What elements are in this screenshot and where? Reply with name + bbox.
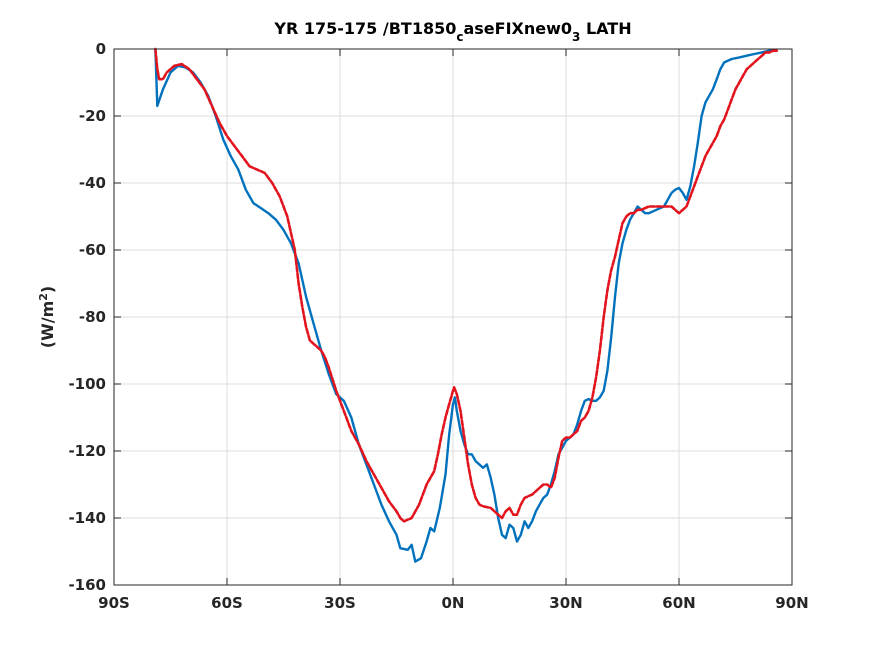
y-tick-label: -100: [68, 375, 106, 393]
y-tick-label: -140: [68, 509, 106, 527]
y-axis-label-base: (W/m: [38, 301, 57, 348]
chart-title: YR 175-175 /BT1850caseFIXnew03 LATH: [273, 19, 631, 44]
x-tick-label: 30N: [549, 594, 582, 612]
chart-title-part1: YR 175-175 /BT1850: [273, 19, 456, 38]
chart-title-subscript2: 3: [572, 30, 580, 44]
chart-title-part2: aseFIXnew0: [463, 19, 572, 38]
chart-title-subscript1: c: [456, 30, 463, 44]
grid: [114, 49, 792, 585]
x-tick-labels: 90S 60S 30S 0N 30N 60N 90N: [98, 594, 809, 612]
y-axis-label-close: ): [38, 286, 57, 293]
y-tick-labels: 0 -20 -40 -60 -80 -100 -120 -140 -160: [68, 40, 106, 594]
series-group: [154, 47, 779, 563]
x-tick-label: 90N: [775, 594, 808, 612]
series-line-2: [154, 47, 779, 523]
y-axis-label-superscript: 2: [37, 293, 50, 301]
x-tick-label: 30S: [324, 594, 356, 612]
y-tick-label: -40: [79, 174, 106, 192]
chart-title-part3: LATH: [580, 19, 631, 38]
y-tick-label: -60: [79, 241, 106, 259]
y-tick-label: -120: [68, 442, 106, 460]
x-tick-label: 60S: [211, 594, 243, 612]
x-tick-label: 0N: [442, 594, 465, 612]
tick-marks: [113, 48, 793, 586]
x-tick-label: 90S: [98, 594, 130, 612]
y-tick-label: -80: [79, 308, 106, 326]
y-tick-label: -20: [79, 107, 106, 125]
y-tick-label: -160: [68, 576, 106, 594]
x-tick-label: 60N: [662, 594, 695, 612]
y-tick-label: 0: [96, 40, 106, 58]
series-line-1: [154, 47, 775, 563]
y-axis-label: (W/m2): [37, 286, 58, 348]
